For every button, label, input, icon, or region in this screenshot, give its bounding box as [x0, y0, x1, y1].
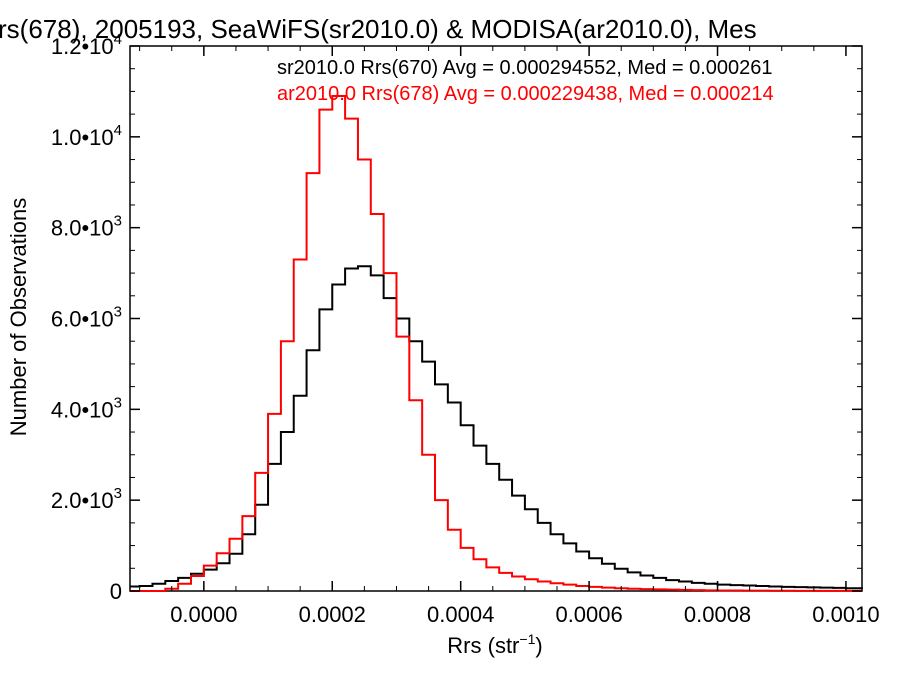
chart-title: rs(678), 2005193, SeaWiFS(sr2010.0) & MO… — [0, 14, 757, 44]
series-group — [130, 94, 863, 592]
x-tick-label: 0.0006 — [555, 602, 622, 627]
series-line — [130, 265, 863, 590]
y-tick-label: 1.0•104 — [51, 122, 122, 150]
x-tick-label: 0.0008 — [684, 602, 751, 627]
series-line — [130, 94, 862, 592]
legend-entry: sr2010.0 Rrs(670) Avg = 0.000294552, Med… — [277, 57, 773, 79]
legend: sr2010.0 Rrs(670) Avg = 0.000294552, Med… — [277, 57, 774, 105]
y-tick-label: 6.0•103 — [51, 304, 122, 332]
y-tick-label: 0 — [110, 579, 122, 604]
x-axis: 0.0000 0.0002 0.0004 0.0006 0.0008 0.0010 — [139, 46, 880, 627]
y-axis: 0 2.0•103 4.0•103 6.0•103 8.0•103 1.0•104 1.2•… — [51, 31, 862, 604]
plot-frame — [129, 45, 863, 592]
x-tick-label: 0.0002 — [299, 602, 366, 627]
x-tick-label: 0.0000 — [170, 602, 237, 627]
y-tick-label: 1.2•104 — [51, 31, 122, 59]
y-tick-label: 4.0•103 — [51, 394, 122, 422]
x-tick-label: 0.0010 — [812, 602, 879, 627]
plot-area-border — [129, 45, 863, 592]
y-tick-label: 8.0•103 — [51, 213, 122, 241]
legend-entry: ar2010.0 Rrs(678) Avg = 0.000229438, Med… — [277, 83, 774, 105]
x-axis-label: Rrs (str−1) — [447, 631, 542, 658]
y-tick-label: 2.0•103 — [51, 485, 122, 513]
x-tick-label: 0.0004 — [427, 602, 494, 627]
y-axis-label: Number of Observations — [6, 198, 31, 436]
